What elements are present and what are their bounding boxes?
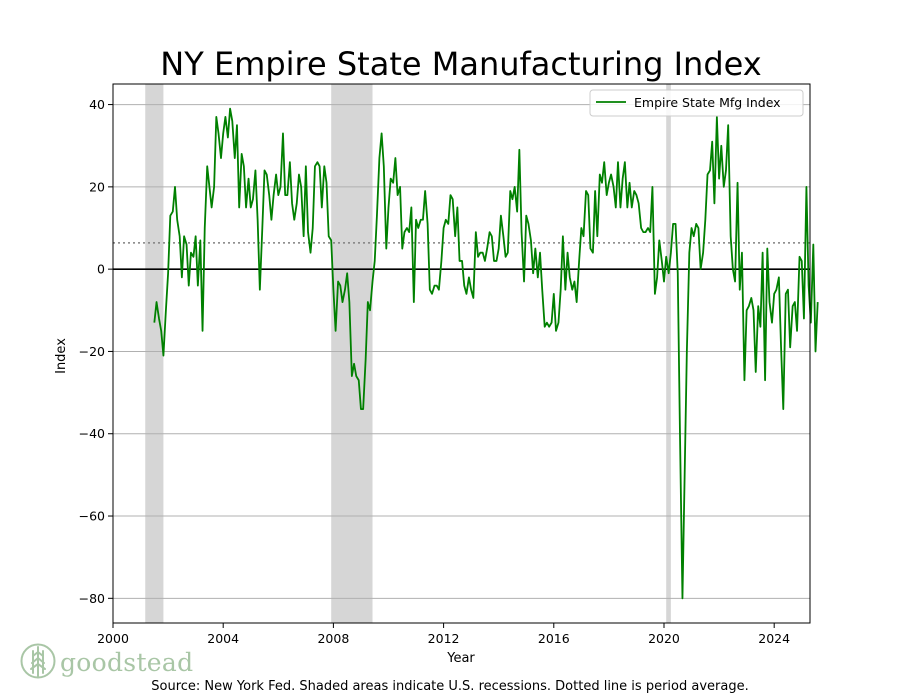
logo: goodstead: [20, 642, 193, 682]
axis-ticks: 2000 2004 2008 2012 2016 2020 2024 40 20 0 −20 −40 −…: [79, 97, 791, 646]
x-tick-label: 2012: [428, 631, 460, 646]
y-tick-label: 0: [97, 262, 105, 277]
y-tick-label: −60: [79, 509, 105, 524]
y-tick-label: −20: [79, 344, 105, 359]
chart-title: NY Empire State Manufacturing Index: [160, 45, 761, 83]
x-tick-label: 2020: [648, 631, 680, 646]
source-note: Source: New York Fed. Shaded areas indic…: [151, 679, 749, 694]
gridlines: [113, 104, 810, 599]
series-line: [153, 107, 819, 600]
y-tick-label: 40: [89, 97, 105, 112]
recession-band: [145, 84, 164, 623]
logo-text: goodstead: [60, 647, 194, 677]
recession-bands: [145, 84, 671, 623]
tree-icon: [20, 643, 56, 679]
recession-band: [666, 84, 671, 623]
x-tick-label: 2016: [538, 631, 570, 646]
x-tick-label: 2004: [207, 631, 239, 646]
legend: Empire State Mfg Index: [589, 89, 804, 117]
y-tick-label: 20: [89, 179, 105, 194]
legend-label: Empire State Mfg Index: [634, 95, 781, 110]
x-tick-label: 2008: [317, 631, 349, 646]
y-tick-label: −80: [79, 591, 105, 606]
plot-frame: [112, 83, 811, 624]
x-axis-label: Year: [446, 651, 475, 666]
legend-box: [589, 89, 804, 117]
x-tick-label: 2024: [758, 631, 790, 646]
x-tick-label: 2000: [97, 631, 129, 646]
y-axis-label: Index: [54, 338, 69, 374]
y-tick-label: −40: [79, 426, 105, 441]
